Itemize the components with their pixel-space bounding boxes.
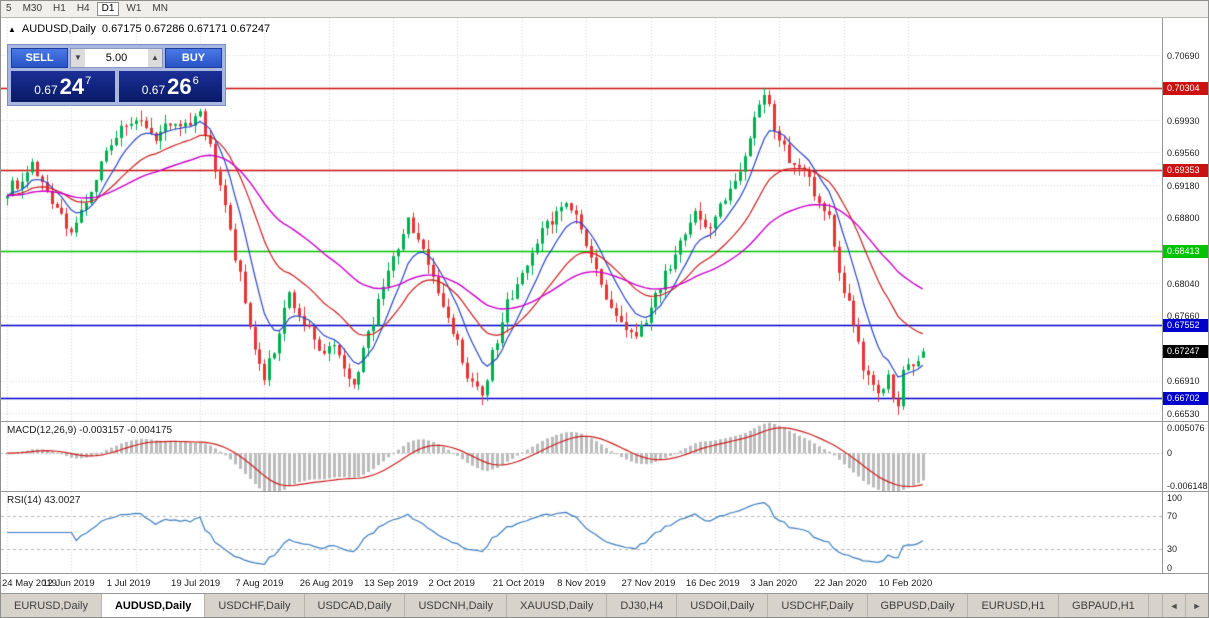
chart-tab-usdcnh-daily[interactable]: USDCNH,Daily: [405, 594, 508, 617]
chart-tab-usdcad-daily[interactable]: USDCAD,Daily: [305, 594, 406, 617]
chart-tab-gbpaud-h1[interactable]: GBPAUD,H1: [1059, 594, 1149, 617]
date-axis[interactable]: 24 May 2019 12 Jun 2019 1 Jul 2019 19 Jul 2…: [1, 574, 1208, 593]
price-axis-tick: 0.68040: [1167, 278, 1200, 289]
rsi-axis-tick: 0: [1167, 563, 1173, 573]
macd-indicator-label: MACD(12,26,9) -0.003157 -0.004175: [7, 425, 173, 436]
date-axis-label: 10 Feb 2020: [878, 578, 933, 589]
tab-scroll-left-icon[interactable]: ◄: [1162, 594, 1185, 617]
price-level-tag: 0.66702: [1163, 391, 1208, 405]
chart-tab-eurusd-h1[interactable]: EURUSD,H1: [968, 594, 1060, 617]
price-axis-tick: 0.69560: [1167, 147, 1200, 158]
date-axis-label: 24 May 2019: [2, 578, 57, 589]
price-level-tag: 0.67552: [1163, 318, 1208, 332]
rsi-axis[interactable]: 100 70 30 0: [1162, 492, 1208, 573]
ask-price-pip-digit: 6: [192, 74, 199, 87]
sell-price-display[interactable]: 0.67 24 7: [11, 71, 115, 102]
chart-tab-gbpusd-daily[interactable]: GBPUSD,Daily: [868, 594, 969, 617]
bid-price-big-digits: 24: [59, 73, 85, 99]
volume-decrease-button[interactable]: ▼: [71, 49, 85, 67]
macd-axis-tick: -0.006148: [1167, 481, 1208, 491]
symbol-marker-icon: ▲: [8, 24, 16, 34]
macd-panel-separator[interactable]: [1, 421, 1208, 422]
symbol-ohlc-values: 0.67175 0.67286 0.67171 0.67247: [101, 23, 271, 35]
date-axis-label: 13 Sep 2019: [364, 578, 418, 589]
date-axis-label: 7 Aug 2019: [235, 578, 284, 589]
timeframe-button-h4[interactable]: H4: [76, 3, 90, 14]
volume-value[interactable]: 5.00: [105, 52, 128, 64]
ask-price-big-digits: 26: [167, 73, 192, 99]
chart-tab-usdchf-daily[interactable]: USDCHF,Daily: [205, 594, 305, 617]
chart-tab-xauusd-daily[interactable]: XAUUSD,Daily: [507, 594, 608, 617]
volume-stepper[interactable]: ▼ 5.00 ▲: [70, 48, 163, 68]
price-axis-tick: 0.69180: [1167, 180, 1200, 191]
bid-price-pip-digit: 7: [85, 74, 92, 87]
timeframe-button-5[interactable]: 5: [6, 3, 12, 14]
price-axis-tick: 0.70690: [1167, 50, 1200, 61]
date-axis-label: 19 Jul 2019: [171, 578, 221, 589]
bid-ask-row: 0.67 24 7 0.67 26 6: [11, 71, 222, 102]
price-level-tag: 0.67247: [1163, 345, 1208, 358]
price-axis-tick: 0.66910: [1167, 376, 1200, 387]
timeframe-button-h1[interactable]: H1: [53, 3, 66, 14]
ask-price-prefix: 0.67: [141, 82, 166, 97]
symbol-info-line: ▲ AUDUSD,Daily 0.67175 0.67286 0.67171 0…: [8, 23, 270, 35]
date-axis-label: 27 Nov 2019: [621, 578, 676, 589]
symbol-name: AUDUSD,Daily: [21, 23, 96, 35]
chart-tab-dj30-h4[interactable]: DJ30,H4: [607, 594, 678, 617]
date-axis-label: 22 Jan 2020: [814, 578, 867, 589]
macd-axis-tick: 0: [1167, 448, 1173, 459]
date-axis-label: 12 Jun 2019: [42, 578, 95, 589]
timeframe-button-d1[interactable]: D1: [96, 2, 120, 16]
price-axis-tick: 0.66530: [1167, 408, 1200, 419]
trade-controls-row: SELL ▼ 5.00 ▲ BUY: [11, 48, 222, 68]
chart-tab-usdoil-daily[interactable]: USDOil,Daily: [677, 594, 769, 617]
price-axis-tick: 0.67660: [1167, 311, 1200, 322]
rsi-indicator-label: RSI(14) 43.0027: [7, 495, 81, 506]
price-axis[interactable]: 0.70690 0.69930 0.69560 0.69180 0.68800 0.680…: [1162, 18, 1208, 421]
date-axis-label: 2 Oct 2019: [428, 578, 475, 589]
timeframe-toolbar: 5 M30 H1 H4 D1 W1 MN: [1, 1, 1208, 18]
date-axis-label: 21 Oct 2019: [492, 578, 545, 589]
timeframe-button-mn[interactable]: MN: [152, 3, 168, 14]
price-axis-tick: 0.69930: [1167, 115, 1200, 126]
rsi-axis-tick: 100: [1167, 493, 1183, 503]
chart-tab-bar: EURUSD,Daily AUDUSD,Daily USDCHF,Daily USDC…: [1, 593, 1208, 617]
sell-button[interactable]: SELL: [11, 48, 68, 68]
macd-panel-canvas[interactable]: [1, 422, 1162, 491]
buy-price-display[interactable]: 0.67 26 6: [118, 71, 222, 102]
buy-button[interactable]: BUY: [165, 48, 222, 68]
tab-scroll-controls: ◄ ►: [1162, 594, 1208, 617]
timeframe-button-w1[interactable]: W1: [126, 3, 142, 14]
rsi-panel-separator[interactable]: [1, 491, 1208, 492]
macd-axis[interactable]: 0.005076 0 -0.006148: [1162, 422, 1208, 491]
price-level-tag: 0.68413: [1163, 244, 1208, 258]
macd-axis-tick: 0.005076: [1167, 423, 1205, 433]
volume-increase-button[interactable]: ▲: [148, 49, 162, 67]
price-axis-tick: 0.68800: [1167, 213, 1200, 224]
one-click-trading-panel: SELL ▼ 5.00 ▲ BUY 0.67 24 7 0.67 26 6: [7, 44, 226, 106]
tab-scroll-right-icon[interactable]: ►: [1185, 594, 1208, 617]
bid-price-prefix: 0.67: [34, 82, 58, 97]
date-axis-label: 16 Dec 2019: [685, 578, 740, 589]
date-axis-separator: [1, 573, 1208, 574]
price-level-tag: 0.69353: [1163, 163, 1208, 177]
rsi-axis-tick: 30: [1167, 543, 1178, 554]
price-level-tag: 0.70304: [1163, 81, 1208, 95]
chart-tab-audusd-daily[interactable]: AUDUSD,Daily: [101, 594, 206, 617]
date-axis-label: 8 Nov 2019: [557, 578, 606, 589]
chart-tab-usdchf-daily[interactable]: USDCHF,Daily: [768, 594, 868, 617]
rsi-axis-tick: 70: [1167, 511, 1178, 522]
chart-tab-eurusd-daily[interactable]: EURUSD,Daily: [1, 594, 102, 617]
date-axis-label: 1 Jul 2019: [106, 578, 151, 589]
rsi-panel-canvas[interactable]: [1, 492, 1162, 573]
timeframe-button-m30[interactable]: M30: [22, 3, 43, 14]
date-axis-label: 3 Jan 2020: [750, 578, 798, 589]
chart-tabs: EURUSD,Daily AUDUSD,Daily USDCHF,Daily USDC…: [1, 594, 1149, 617]
date-axis-label: 26 Aug 2019: [299, 578, 354, 589]
